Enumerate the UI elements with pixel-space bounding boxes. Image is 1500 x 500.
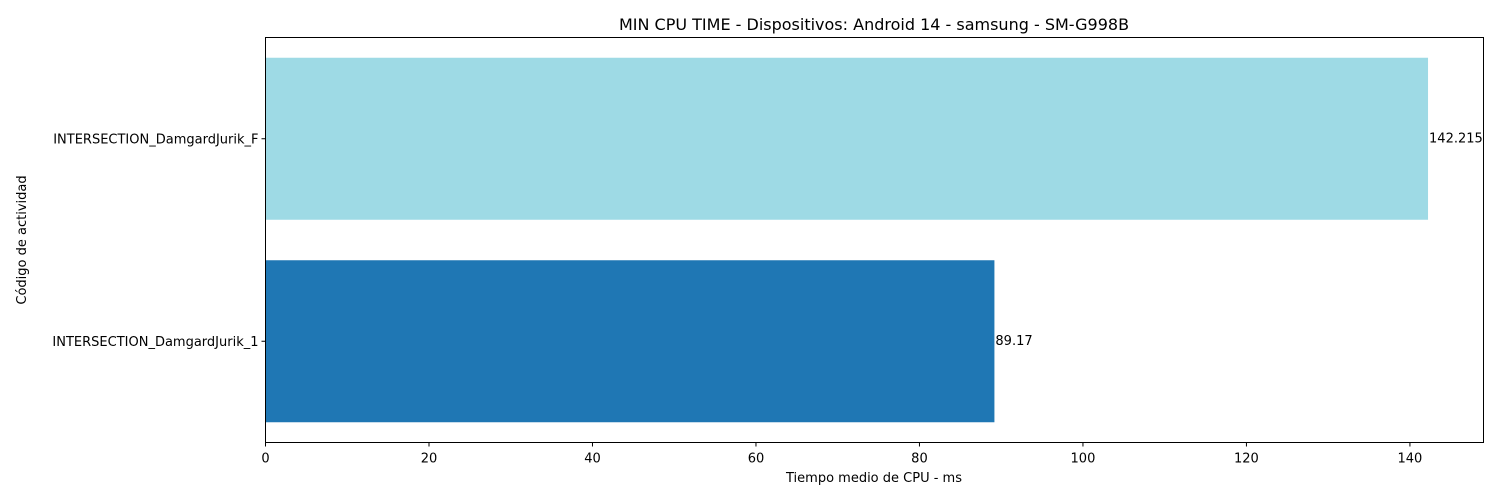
x-axis-label: Tiempo medio de CPU - ms — [785, 471, 962, 486]
x-axis-ticks: 0 20 40 60 80 100 120 140 — [261, 443, 1422, 467]
x-tick-label: 20 — [421, 452, 438, 467]
x-tick-label: 60 — [748, 452, 765, 467]
bar-value-label: 142.215 — [1429, 131, 1483, 146]
bar — [266, 260, 995, 422]
bar-value-label: 89.17 — [995, 334, 1032, 349]
chart-title: MIN CPU TIME - Dispositivos: Android 14 … — [619, 15, 1129, 34]
x-tick-label: 120 — [1234, 452, 1259, 467]
y-tick-label: INTERSECTION_DamgardJurik_1 — [52, 335, 258, 350]
y-axis-label: Código de actividad — [15, 175, 30, 304]
y-axis-ticks: INTERSECTION_DamgardJurik_1 INTERSECTION_… — [52, 132, 265, 350]
y-tick-label: INTERSECTION_DamgardJurik_F — [53, 132, 258, 147]
x-tick-label: 80 — [911, 452, 928, 467]
x-tick-label: 100 — [1071, 452, 1096, 467]
bar — [266, 58, 1429, 220]
x-tick-label: 0 — [261, 452, 269, 467]
x-tick-label: 140 — [1398, 452, 1423, 467]
bars-group: 89.17 142.215 — [266, 58, 1483, 423]
x-tick-label: 40 — [584, 452, 601, 467]
